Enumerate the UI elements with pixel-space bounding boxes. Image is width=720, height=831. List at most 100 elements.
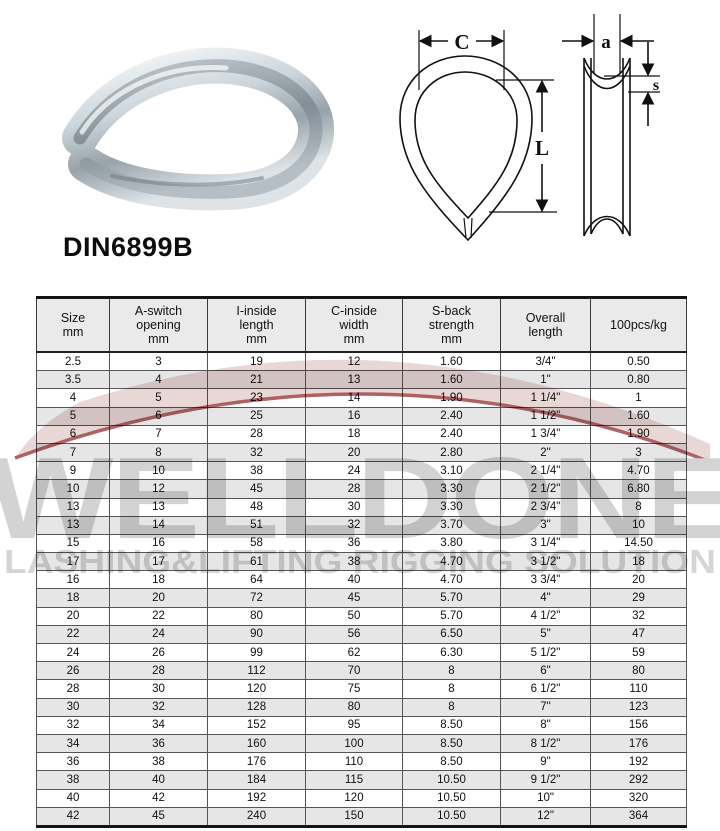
table-cell: 1 1/2" [500,406,591,426]
table-cell: 28 [305,479,403,499]
table-cell: 32 [36,715,110,735]
table-cell: 20 [109,588,208,608]
table-cell: 17 [109,552,208,572]
column-header-5: Overall length [500,297,591,353]
table-row: 20 22 80 50 5.70 4 1/2" 32 [36,606,687,626]
technical-drawing: C L a s [392,12,710,264]
table-cell: 20 [590,570,687,590]
table-cell: 3 1/2" [500,552,591,572]
table-row: 3.5 4 21 13 1.60 1" 0.80 [36,370,687,390]
table-cell: 80 [305,697,403,717]
table-cell: 40 [109,770,208,790]
table-cell: 12 [305,351,403,372]
table-cell: 176 [590,733,687,754]
table-cell: 120 [305,788,403,808]
table-cell: 2 3/4" [500,497,591,517]
table-cell: 18 [36,588,110,608]
table-cell: 72 [207,588,306,608]
table-cell: 8 [402,697,501,717]
table-cell: 3.10 [402,461,501,481]
table-cell: 2 1/4" [500,461,591,481]
table-row: 16 18 64 40 4.70 3 3/4" 20 [36,570,687,590]
table-cell: 1 [590,388,687,408]
table-row: 18 20 72 45 5.70 4" 29 [36,588,687,608]
table-row: 34 36 160 100 8.50 8 1/2" 176 [36,733,687,754]
table-cell: 4.70 [590,461,687,481]
table-cell: 9 [36,461,110,481]
table-cell: 2.40 [402,424,501,444]
table-cell: 3 3/4" [500,570,591,590]
table-cell: 5" [500,624,591,645]
table-cell: 10.50 [402,806,501,827]
table-row: 22 24 90 56 6.50 5" 47 [36,624,687,645]
dimension-diagram: C L a s [399,14,660,242]
table-row: 38 40 184 115 10.50 9 1/2" 292 [36,770,687,790]
table-cell: 24 [109,624,208,645]
specification-table: Size mm A-switch opening mm I-inside length mm C… [36,296,687,828]
table-row: 40 42 192 120 10.50 10" 320 [36,788,687,808]
table-cell: 58 [207,533,306,554]
table-cell: 240 [207,806,306,827]
table-row: 2.5 3 19 12 1.60 3/4" 0.50 [36,351,687,372]
table-cell: 1 3/4" [500,424,591,444]
table-cell: 110 [305,752,403,772]
table-cell: 51 [207,515,306,535]
table-cell: 16 [36,570,110,590]
table-cell: 12 [109,479,208,499]
table-row: 6 7 28 18 2.40 1 3/4" 1.90 [36,424,687,444]
table-cell: 4 [109,370,208,390]
table-cell: 28 [207,424,306,444]
table-cell: 20 [36,606,110,626]
table-cell: 19 [207,351,306,372]
thimble-photo-illustration [62,47,335,211]
table-cell: 4 1/2" [500,606,591,626]
table-cell: 28 [109,661,208,681]
column-header-1: A-switch opening mm [109,297,208,353]
table-cell: 3.30 [402,479,501,499]
table-cell: 15 [36,533,110,554]
table-cell: 8.50 [402,715,501,735]
table-cell: 3.80 [402,533,501,554]
table-cell: 8.50 [402,752,501,772]
table-cell: 20 [305,442,403,463]
table-cell: 24 [305,461,403,481]
table-cell: 192 [590,752,687,772]
table-cell: 59 [590,642,687,663]
table-cell: 5 1/2" [500,642,591,663]
table-cell: 3 1/4" [500,533,591,554]
table-cell: 192 [207,788,306,808]
table-cell: 4" [500,588,591,608]
table-cell: 48 [207,497,306,517]
table-cell: 7 [109,424,208,444]
table-cell: 110 [590,679,687,699]
table-cell: 32 [590,606,687,626]
dimension-label-l: L [535,136,549,160]
table-cell: 14 [109,515,208,535]
dimension-label-c: C [454,30,469,54]
table-cell: 128 [207,697,306,717]
table-cell: 1" [500,370,591,390]
table-cell: 95 [305,715,403,735]
table-cell: 152 [207,715,306,735]
dimension-label-a: a [601,32,611,53]
table-cell: 36 [36,752,110,772]
table-cell: 3.5 [36,370,110,390]
column-header-6: 100pcs/kg [590,297,687,353]
table-cell: 29 [590,588,687,608]
table-cell: 5 [36,406,110,426]
table-cell: 38 [109,752,208,772]
header-row: Size mm A-switch opening mm I-inside length mm C… [36,297,687,353]
table-cell: 80 [207,606,306,626]
table-cell: 2.5 [36,351,110,372]
table-cell: 30 [305,497,403,517]
table-cell: 1.60 [402,370,501,390]
table-cell: 9 1/2" [500,770,591,790]
table-cell: 36 [109,733,208,754]
table-header: Size mm A-switch opening mm I-inside length mm C… [36,297,687,353]
table-cell: 4.70 [402,570,501,590]
table-cell: 17 [36,552,110,572]
table-row: 42 45 240 150 10.50 12" 364 [36,806,687,827]
table-cell: 8.50 [402,733,501,754]
table-cell: 10" [500,788,591,808]
table-cell: 6 1/2" [500,679,591,699]
